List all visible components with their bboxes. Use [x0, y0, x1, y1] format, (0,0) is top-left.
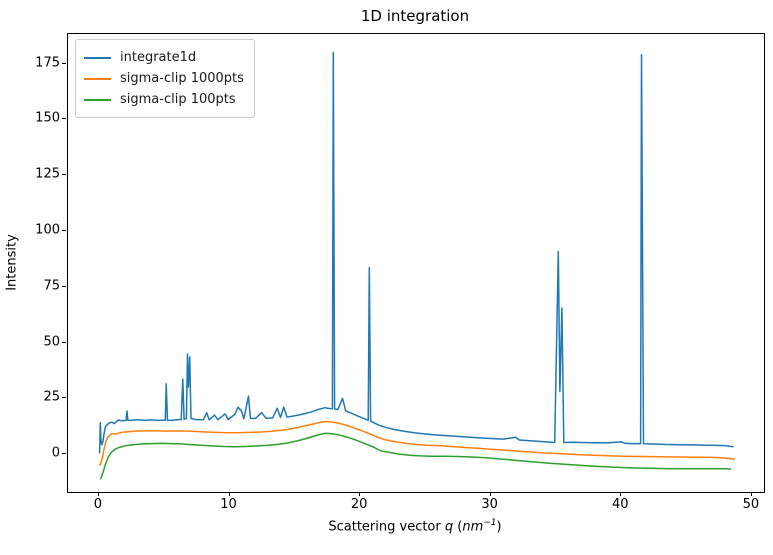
- x-tick-label-0: 0: [93, 497, 103, 512]
- y-tick-label-150: 150: [35, 110, 60, 126]
- y-tick-label-175: 175: [35, 55, 60, 71]
- legend-line-sample: [84, 56, 111, 59]
- legend-entry-sigma-clip-1000pts: sigma-clip 1000pts: [84, 68, 244, 89]
- x-tick-label-50: 50: [742, 497, 760, 512]
- x-label-open-paren: (: [453, 519, 463, 535]
- y-tick-label-0: 0: [51, 445, 60, 461]
- y-tick-mark-150: [62, 118, 66, 120]
- legend: integrate1d sigma-clip 1000pts sigma-clip …: [75, 39, 255, 118]
- x-tick-mark-20: [359, 492, 361, 496]
- series-line-sigma-clip-1000pts: [99, 420, 735, 466]
- y-tick-mark-100: [62, 230, 66, 231]
- legend-line-sample: [84, 98, 111, 101]
- chart-title: 1D integration: [360, 7, 470, 25]
- y-tick-mark-25: [62, 397, 66, 399]
- y-tick-mark-75: [62, 285, 66, 287]
- x-tick-mark-30: [489, 492, 491, 496]
- y-tick-label-75: 75: [43, 278, 60, 294]
- x-label-unit: nm: [462, 519, 484, 535]
- y-tick-label-25: 25: [43, 389, 60, 405]
- legend-entry-integrate1d: integrate1d: [84, 47, 244, 68]
- series-line-integrate1d: [98, 51, 734, 454]
- y-axis-label: Intensity: [4, 234, 20, 291]
- x-label-prefix: Scattering vector: [328, 519, 445, 535]
- x-tick-label-20: 20: [350, 497, 368, 512]
- x-tick-mark-0: [97, 492, 99, 496]
- legend-label: integrate1d: [120, 50, 197, 65]
- y-tick-mark-175: [62, 62, 66, 64]
- x-axis-label: Scattering vector q (nm−1): [67, 518, 763, 534]
- y-tick-label-100: 100: [35, 222, 60, 238]
- plot-svg: [98, 51, 735, 480]
- x-tick-mark-50: [750, 492, 752, 496]
- legend-line-sample: [84, 77, 111, 80]
- legend-entry-sigma-clip-100pts: sigma-clip 100pts: [84, 89, 244, 110]
- y-tick-mark-0: [62, 453, 66, 455]
- y-tick-label-50: 50: [43, 334, 60, 349]
- x-tick-label-40: 40: [612, 497, 629, 512]
- y-tick-mark-125: [62, 174, 66, 176]
- series-line-sigma-clip-100pts: [99, 432, 732, 480]
- legend-label: sigma-clip 100pts: [120, 92, 236, 107]
- x-tick-label-10: 10: [220, 497, 237, 512]
- x-label-exponent: −1: [483, 518, 497, 528]
- x-label-q-symbol: q: [444, 519, 454, 535]
- y-tick-label-125: 125: [35, 166, 60, 182]
- x-tick-mark-10: [228, 492, 230, 496]
- x-tick-mark-40: [620, 492, 622, 496]
- legend-label: sigma-clip 1000pts: [120, 71, 244, 86]
- y-tick-mark-50: [62, 341, 66, 343]
- x-label-close-paren: ): [496, 519, 502, 535]
- x-tick-label-30: 30: [481, 497, 498, 512]
